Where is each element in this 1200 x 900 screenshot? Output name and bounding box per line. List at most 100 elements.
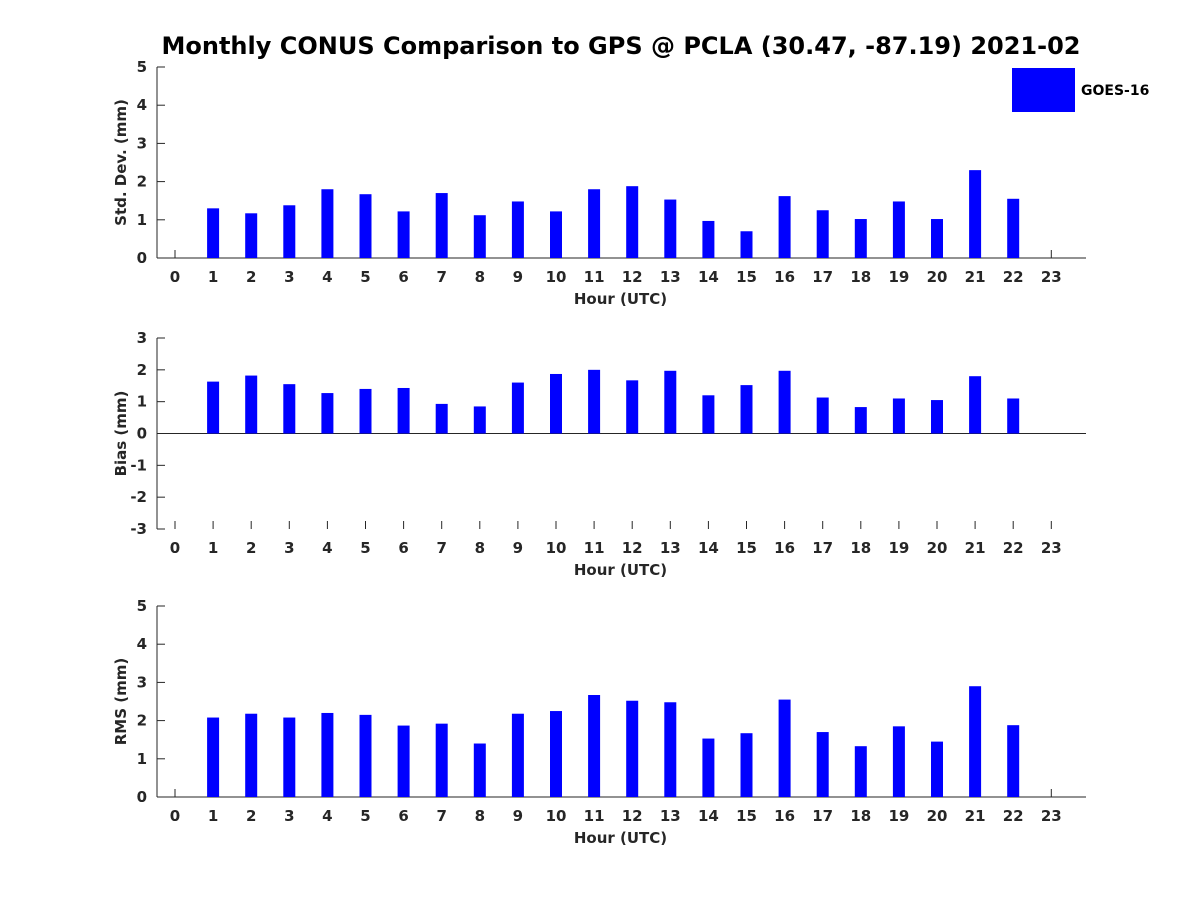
bar-std-dev-hour-11 [588,189,601,258]
bar-rms-hour-22 [1007,725,1020,797]
x-axis-label: Hour (UTC) [574,561,667,579]
x-tick-label: 21 [965,268,986,286]
x-tick-label: 14 [698,539,719,557]
x-tick-label: 23 [1041,539,1062,557]
x-tick-label: 20 [927,539,948,557]
x-tick-label: 17 [812,807,833,825]
x-tick-label: 19 [888,807,909,825]
x-tick-label: 3 [284,539,294,557]
bar-bias-hour-16 [778,370,791,434]
bar-bias-hour-10 [550,373,562,434]
bar-bias-hour-22 [1007,398,1020,434]
bar-bias-hour-8 [473,406,486,434]
x-tick-label: 10 [546,268,567,286]
bar-bias-hour-4 [321,393,334,434]
x-tick-label: 8 [475,539,485,557]
x-tick-label: 18 [850,268,871,286]
x-tick-label: 0 [170,268,180,286]
x-tick-label: 5 [360,807,370,825]
y-tick-label: 0 [137,425,147,443]
x-tick-label: 14 [698,807,719,825]
y-axis-label: Bias (mm) [112,391,130,477]
x-tick-label: 14 [698,268,719,286]
bar-rms-hour-17 [816,732,829,797]
bar-bias-hour-19 [892,398,905,434]
bar-bias-hour-14 [702,395,715,434]
bar-bias-hour-1 [207,381,220,434]
bar-bias-hour-3 [283,384,296,434]
bar-bias-hour-20 [931,400,943,434]
y-tick-label: 3 [137,134,147,152]
x-tick-label: 9 [513,539,523,557]
x-tick-label: 1 [208,539,218,557]
x-tick-label: 10 [546,539,567,557]
x-tick-label: 22 [1003,268,1024,286]
x-tick-label: 6 [398,807,408,825]
bar-rms-hour-12 [626,700,639,797]
y-tick-label: 1 [137,750,147,768]
x-tick-label: 11 [584,539,605,557]
bar-std-dev-hour-2 [245,213,258,258]
x-tick-label: 7 [436,807,446,825]
x-tick-label: 13 [660,539,681,557]
bar-rms-hour-10 [550,711,562,797]
legend: GOES-16 [1012,68,1149,112]
x-tick-label: 20 [927,268,948,286]
bar-rms-hour-15 [740,733,753,797]
bar-rms-hour-19 [892,726,905,797]
y-tick-label: 1 [137,393,147,411]
bar-bias-hour-6 [397,387,410,434]
bar-std-dev-hour-8 [473,215,486,258]
x-tick-label: 0 [170,807,180,825]
bar-rms-hour-21 [969,686,982,797]
bar-bias-hour-2 [245,375,258,434]
x-tick-label: 18 [850,807,871,825]
bar-std-dev-hour-14 [702,220,715,258]
y-tick-label: 1 [137,211,147,229]
bar-std-dev-hour-21 [969,170,982,258]
chart-title: Monthly CONUS Comparison to GPS @ PCLA (… [162,32,1081,60]
x-tick-label: 7 [436,268,446,286]
bar-rms-hour-6 [397,725,410,797]
x-tick-label: 22 [1003,539,1024,557]
x-tick-label: 4 [322,539,332,557]
bar-bias-hour-7 [435,403,448,434]
bar-rms-hour-8 [473,743,486,797]
x-tick-label: 15 [736,268,757,286]
y-tick-label: 2 [137,712,147,730]
bar-rms-hour-13 [664,702,677,797]
x-tick-label: 15 [736,539,757,557]
legend-swatch [1012,68,1075,112]
y-tick-label: -2 [130,488,147,506]
bar-std-dev-hour-20 [931,219,943,258]
x-tick-label: 12 [622,807,643,825]
bar-std-dev-hour-4 [321,189,334,258]
y-tick-label: 3 [137,329,147,347]
x-tick-label: 19 [888,539,909,557]
x-tick-label: 4 [322,268,332,286]
x-tick-label: 12 [622,539,643,557]
bar-bias-hour-9 [511,382,524,434]
y-tick-label: 5 [137,58,147,76]
bar-rms-hour-11 [588,695,601,797]
x-tick-label: 2 [246,268,256,286]
x-tick-label: 1 [208,807,218,825]
bar-rms-hour-16 [778,699,791,797]
y-axis-label: Std. Dev. (mm) [112,99,130,226]
x-tick-label: 3 [284,268,294,286]
bar-rms-hour-9 [511,713,524,797]
bar-rms-hour-20 [931,741,943,797]
x-tick-label: 21 [965,807,986,825]
bar-std-dev-hour-16 [778,196,791,258]
bar-std-dev-hour-12 [626,186,639,258]
bar-bias-hour-13 [664,370,677,434]
x-tick-label: 11 [584,268,605,286]
x-tick-label: 6 [398,539,408,557]
x-tick-label: 22 [1003,807,1024,825]
x-tick-label: 8 [475,807,485,825]
y-tick-label: 0 [137,788,147,806]
x-tick-label: 10 [546,807,567,825]
